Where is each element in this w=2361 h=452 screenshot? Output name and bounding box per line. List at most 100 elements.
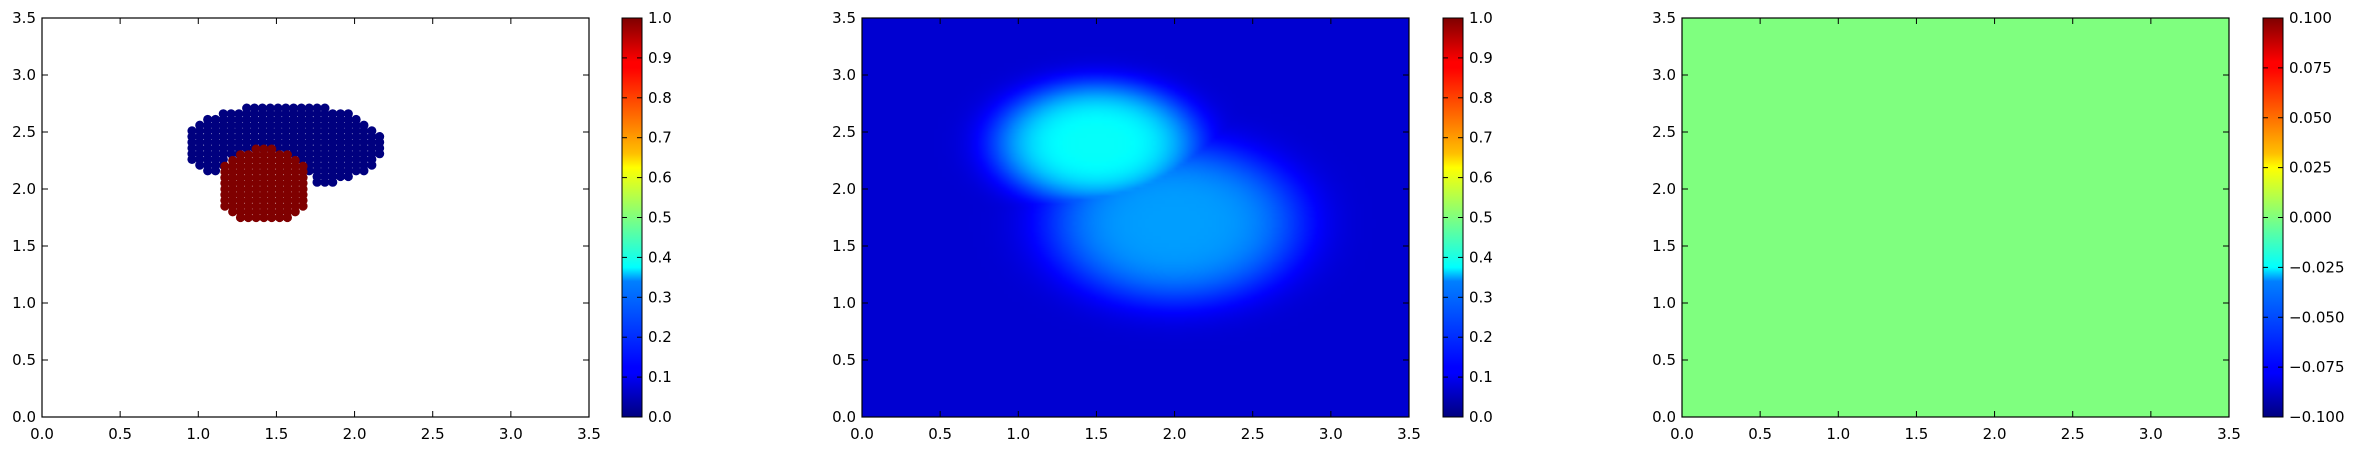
x-tick-label: 3.5 — [1397, 425, 1421, 443]
data-point — [210, 114, 221, 125]
data-point — [298, 161, 308, 171]
colorbar-tick-label: 0.6 — [648, 169, 672, 187]
colorbar-tick-label: 0.2 — [1469, 328, 1493, 346]
data-point — [226, 109, 236, 119]
data-point — [242, 103, 252, 113]
x-tick-label: 1.0 — [186, 425, 210, 443]
colorbar-tick-label: −0.025 — [2289, 258, 2345, 276]
colorbar: −0.100 −0.075 −0.050 −0.025 0.000 0.025 0.050 0… — [2262, 9, 2345, 426]
x-tick-label: 2.0 — [343, 425, 367, 443]
data-point — [304, 103, 314, 113]
data-point — [320, 103, 330, 113]
y-tick-label: 2.0 — [832, 180, 856, 198]
x-tick-label: 0.0 — [1670, 425, 1694, 443]
colorbar-tick-label: 0.2 — [648, 328, 672, 346]
data-point — [220, 161, 230, 171]
colorbar: 0.0 0.1 0.2 0.3 0.4 0.5 0.6 0.7 0.8 0.9 1.0 — [621, 9, 672, 426]
colorbar-tick-label: 0.4 — [648, 248, 672, 266]
data-point — [195, 120, 205, 130]
y-tick-label: 3.0 — [832, 66, 856, 84]
data-point — [343, 109, 353, 119]
colorbar-tick-label: 0.9 — [1469, 49, 1493, 67]
y-tick-label: 2.0 — [1652, 180, 1676, 198]
data-point — [351, 114, 361, 125]
colorbar-tick-label: 0.1 — [1469, 368, 1493, 386]
colorbar-tick-label: 0.3 — [648, 288, 672, 306]
heatmap-field — [862, 18, 1409, 417]
y-tick-label: 0.0 — [1652, 408, 1676, 426]
chart-panel-3: 0.0 0.5 1.0 1.5 2.0 2.5 3.0 3.5 0.0 0.5 1.0 1.5 2.0 2… — [1652, 9, 2344, 443]
x-tick-label: 1.5 — [264, 425, 288, 443]
data-point — [251, 144, 261, 154]
y-tick-label: 1.5 — [12, 237, 36, 255]
data-point — [187, 126, 197, 136]
x-tick-label: 3.5 — [577, 425, 601, 443]
colorbar-tick-label: 0.5 — [648, 209, 672, 227]
colorbar-tick-label: 0.050 — [2289, 109, 2332, 127]
colorbar-tick-label: 0.0 — [1469, 408, 1493, 426]
colorbar-tick-label: 1.0 — [648, 9, 672, 27]
x-tick-label: 3.5 — [2217, 425, 2241, 443]
y-tick-label: 2.5 — [832, 123, 856, 141]
scatter-points — [187, 103, 385, 223]
data-point — [328, 109, 338, 119]
x-tick-label: 2.5 — [2061, 425, 2085, 443]
colorbar-tick-label: 0.7 — [1469, 129, 1493, 147]
colorbar-tick-label: 0.5 — [1469, 209, 1493, 227]
data-point — [367, 126, 377, 136]
y-tick-label: 3.0 — [12, 66, 36, 84]
data-point — [234, 109, 244, 119]
data-point — [265, 103, 275, 113]
x-tick-label: 1.0 — [1006, 425, 1030, 443]
colorbar-tick-label: 0.1 — [648, 368, 672, 386]
axes-frame — [1681, 17, 2230, 418]
data-point — [273, 103, 283, 113]
data-point — [289, 103, 299, 113]
y-tick-label: 0.0 — [12, 408, 36, 426]
x-tick-label: 0.5 — [108, 425, 132, 443]
data-point — [267, 144, 277, 154]
x-tick-label: 1.5 — [1084, 425, 1108, 443]
x-tick-label: 2.5 — [421, 425, 445, 443]
colorbar-tick-label: 0.6 — [1469, 169, 1493, 187]
chart-panel-2: 0.0 0.5 1.0 1.5 2.0 2.5 3.0 3.5 0.0 0.5 1.0 1.5 2.0 2… — [832, 9, 1493, 443]
x-tick-label: 3.0 — [2139, 425, 2163, 443]
colorbar-tick-label: 0.3 — [1469, 288, 1493, 306]
y-tick-label: 2.0 — [12, 180, 36, 198]
x-tick-label: 2.0 — [1983, 425, 2007, 443]
chart-panel-1: 0.0 0.5 1.0 1.5 2.0 2.5 3.0 3.5 0.0 0.5 1.0 1.5 2.0 2… — [12, 9, 672, 443]
colorbar-tick-label: 1.0 — [1469, 9, 1493, 27]
data-point — [203, 114, 213, 125]
y-tick-label: 3.0 — [1652, 66, 1676, 84]
x-tick-label: 1.0 — [1826, 425, 1850, 443]
x-tick-label: 0.0 — [850, 425, 874, 443]
x-tick-label: 0.5 — [928, 425, 952, 443]
data-point — [249, 103, 260, 113]
y-tick-label: 1.0 — [832, 294, 856, 312]
data-point — [359, 120, 369, 130]
x-tick-label: 0.5 — [1748, 425, 1772, 443]
y-tick-label: 1.0 — [1652, 294, 1676, 312]
x-tick-label: 1.5 — [1904, 425, 1928, 443]
colorbar-tick-label: −0.100 — [2289, 408, 2345, 426]
x-tick-label: 2.0 — [1163, 425, 1187, 443]
colorbar-tick-label: −0.050 — [2289, 308, 2345, 326]
axes-frame — [41, 17, 590, 418]
colorbar-tick-label: 0.8 — [1469, 89, 1493, 107]
y-tick-label: 3.5 — [832, 9, 856, 27]
y-tick-label: 2.5 — [12, 123, 36, 141]
colorbar-tick-label: 0.0 — [648, 408, 672, 426]
y-tick-label: 0.0 — [832, 408, 856, 426]
axes-frame — [861, 17, 1410, 418]
data-point — [281, 103, 291, 113]
y-tick-label: 3.5 — [1652, 9, 1676, 27]
x-tick-label: 3.0 — [1319, 425, 1343, 443]
y-tick-label: 3.5 — [12, 9, 36, 27]
data-point — [275, 150, 285, 160]
x-tick-label: 3.0 — [499, 425, 523, 443]
y-tick-label: 2.5 — [1652, 123, 1676, 141]
x-tick-label: 0.0 — [30, 425, 54, 443]
colorbar-tick-label: −0.075 — [2289, 358, 2345, 376]
colorbar-tick-label: 0.7 — [648, 129, 672, 147]
